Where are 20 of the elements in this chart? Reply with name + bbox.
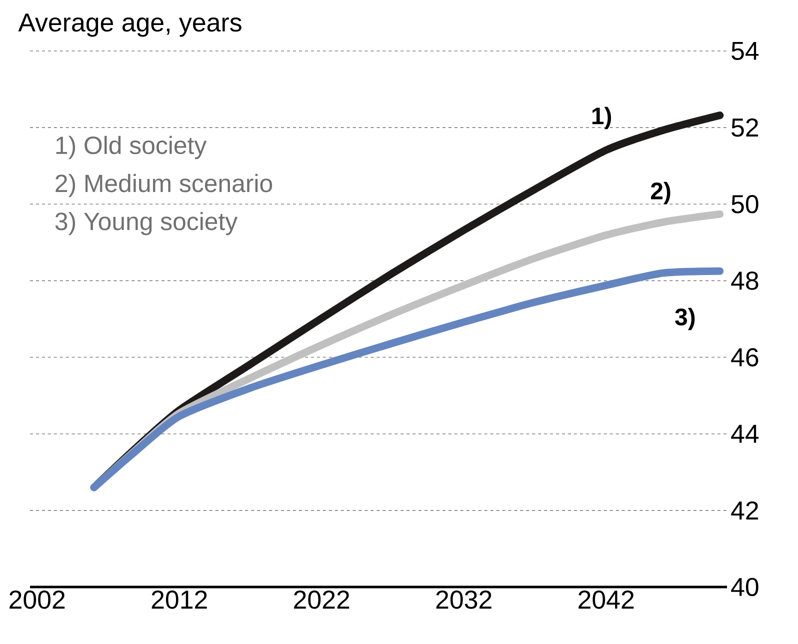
- x-tick-label: 2022: [294, 590, 350, 609]
- y-tick-label: 42: [731, 501, 758, 520]
- y-tick-label: 50: [732, 194, 758, 214]
- x-tick-label: 2012: [152, 590, 207, 609]
- x-tick-label: 2002: [10, 590, 65, 609]
- x-tick-label: 2042: [578, 590, 634, 609]
- y-axis-title: Average age, years: [18, 14, 242, 37]
- y-tick-label: 54: [732, 42, 759, 60]
- y-tick-label: 46: [731, 348, 758, 366]
- annotation: 2): [650, 182, 670, 204]
- y-tick-label: 48: [731, 272, 758, 290]
- y-tick-label: 44: [731, 424, 759, 443]
- annotation: 1): [592, 106, 611, 130]
- annotation: 1) Old society: [56, 136, 207, 160]
- annotation: 3) Young society: [55, 212, 238, 236]
- annotation: 3): [675, 308, 695, 330]
- x-tick-label: 2032: [436, 590, 492, 609]
- y-tick-label: 52: [732, 118, 758, 137]
- y-tick-label: 40: [731, 578, 758, 596]
- annotation: 2) Medium scenario: [56, 174, 272, 198]
